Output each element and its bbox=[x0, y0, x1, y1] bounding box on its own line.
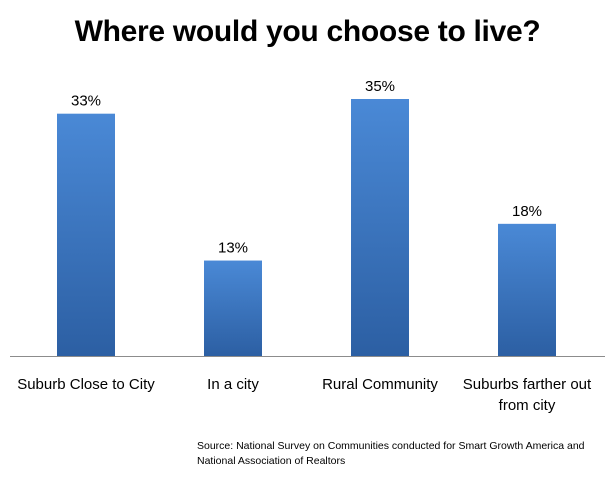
category-label-rural-community: Rural Community bbox=[322, 376, 438, 393]
data-labels-layer: 33% 13% 35% 18% bbox=[71, 78, 542, 257]
bar-in-a-city bbox=[204, 260, 262, 356]
data-label-suburb-close-to-city: 33% bbox=[71, 93, 101, 110]
bar-suburbs-farther-out-from-city bbox=[498, 223, 556, 356]
data-label-rural-community: 35% bbox=[365, 78, 395, 95]
chart-title: Where would you choose to live? bbox=[74, 15, 541, 48]
bars-layer bbox=[57, 99, 556, 356]
source-note: Source: National Survey on Communities c… bbox=[197, 440, 585, 467]
category-labels-layer: Suburb Close to City In a city Rural Commu… bbox=[17, 376, 592, 414]
category-label-suburbs-farther-out-from-city: Suburbs farther out from city bbox=[463, 376, 592, 414]
category-label-in-a-city: In a city bbox=[207, 376, 259, 393]
data-label-suburbs-farther-out-from-city: 18% bbox=[512, 203, 542, 220]
bar-rural-community bbox=[351, 99, 409, 356]
category-label-suburb-close-to-city: Suburb Close to City bbox=[17, 376, 155, 393]
data-label-in-a-city: 13% bbox=[218, 240, 248, 257]
bar-suburb-close-to-city bbox=[57, 113, 115, 356]
